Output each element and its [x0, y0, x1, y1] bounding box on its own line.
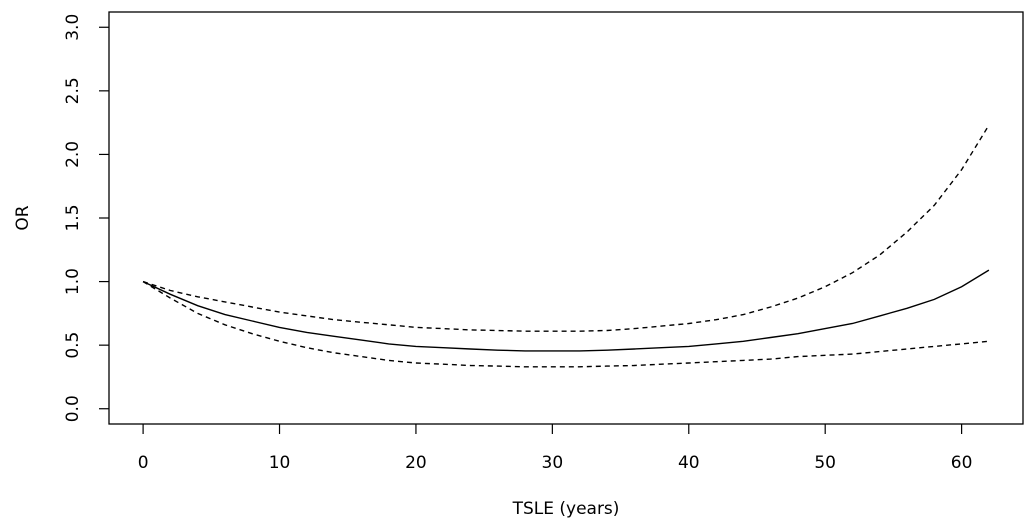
y-tick-label: 0.0	[63, 395, 83, 422]
axes: 0 10 20 30 40 50 60 0.0 0.5 1.0 1.5 2.0 2.5 3.0	[63, 14, 972, 473]
x-tick-label: 20	[405, 453, 427, 473]
x-tick-label: 0	[138, 453, 149, 473]
x-tick-label: 50	[814, 453, 836, 473]
estimate-line	[142, 269, 990, 352]
y-tick-label: 0.5	[63, 332, 83, 359]
x-tick-label: 60	[951, 453, 973, 473]
x-axis-title: TSLE (years)	[512, 499, 620, 519]
y-tick-label: 1.5	[63, 204, 83, 231]
y-tick-label: 2.0	[63, 141, 83, 168]
y-tick-label: 3.0	[63, 14, 83, 41]
x-tick-label: 30	[542, 453, 564, 473]
x-tick-label: 10	[269, 453, 291, 473]
y-axis-title: OR	[13, 205, 33, 230]
upper-ci-line	[142, 124, 990, 332]
plot-frame	[108, 11, 1024, 425]
lower-ci-line	[142, 281, 989, 368]
x-tick-label: 40	[678, 453, 700, 473]
y-tick-label: 1.0	[63, 268, 83, 295]
y-tick-label: 2.5	[63, 77, 83, 104]
series-layer	[142, 124, 990, 368]
